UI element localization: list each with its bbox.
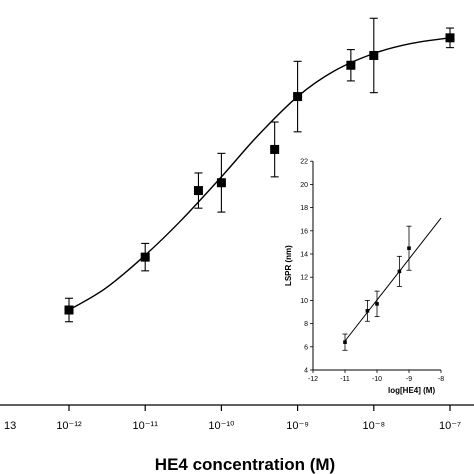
inset-x-tick-label: -10 — [372, 376, 382, 383]
main-data-point — [216, 178, 226, 188]
main-x-tick-label: 10⁻⁷ — [439, 420, 461, 432]
inset-y-tick-label: 18 — [300, 205, 308, 212]
inset-y-tick-label: 10 — [300, 298, 308, 305]
inset-data-point — [407, 246, 411, 250]
main-fit-curve — [68, 37, 451, 311]
inset-y-tick-label: 16 — [300, 228, 308, 235]
main-data-point — [193, 186, 203, 196]
main-x-axis-title: HE4 concentration (M) — [155, 455, 335, 474]
main-x-tick-label: 10⁻¹⁰ — [208, 420, 235, 432]
inset-ticks: 4 6 8 10 12 14 16 18 20 22 -12 -11 -10 -9 -8 — [300, 159, 444, 383]
inset-data-point — [343, 340, 347, 344]
inset-background — [285, 155, 474, 395]
inset-plot: 4 6 8 10 12 14 16 18 20 22 -12 -11 -10 -9 -8 log[HE4] … — [284, 155, 474, 395]
inset-y-tick-label: 6 — [304, 344, 308, 351]
main-data-point — [445, 33, 455, 43]
inset-y-axis-title: LSPR (nm) — [284, 245, 293, 286]
main-x-tick-label: 13 — [4, 420, 16, 432]
inset-x-axis-title: log[HE4] (M) — [388, 386, 435, 395]
main-data-point — [293, 92, 303, 102]
main-plot: 13 10⁻¹² 10⁻¹¹ 10⁻¹⁰ 10⁻⁹ 10⁻⁸ 10⁻⁷ HE4 concen… — [0, 17, 474, 474]
inset-x-tick-label: -11 — [340, 376, 350, 383]
main-x-tick-label: 10⁻⁸ — [362, 420, 385, 432]
inset-data-point — [365, 309, 370, 313]
inset-y-tick-label: 4 — [304, 368, 308, 375]
main-x-tick-label: 10⁻¹¹ — [133, 420, 159, 432]
main-data-point — [140, 252, 150, 262]
inset-x-tick-label: -12 — [308, 376, 318, 383]
main-data-points — [64, 17, 455, 323]
main-data-point — [369, 50, 379, 60]
main-data-point — [270, 144, 280, 154]
inset-y-tick-label: 8 — [304, 321, 308, 328]
main-x-tick-label: 10⁻⁹ — [286, 420, 309, 432]
inset-y-tick-label: 14 — [300, 252, 308, 259]
inset-data-point — [375, 302, 379, 306]
inset-y-tick-label: 12 — [300, 275, 308, 282]
inset-y-tick-label: 20 — [300, 182, 308, 189]
main-x-tick-label: 10⁻¹² — [56, 420, 82, 432]
main-x-ticks: 13 10⁻¹² 10⁻¹¹ 10⁻¹⁰ 10⁻⁹ 10⁻⁸ 10⁻⁷ — [4, 405, 461, 432]
main-data-point — [346, 60, 356, 70]
inset-data-points — [342, 225, 412, 351]
inset-x-tick-label: -8 — [438, 376, 444, 383]
inset-data-point — [397, 269, 402, 274]
inset-x-tick-label: -9 — [406, 376, 412, 383]
inset-y-tick-label: 22 — [300, 159, 308, 166]
inset-fit-line — [344, 217, 442, 342]
main-data-point — [64, 305, 74, 315]
